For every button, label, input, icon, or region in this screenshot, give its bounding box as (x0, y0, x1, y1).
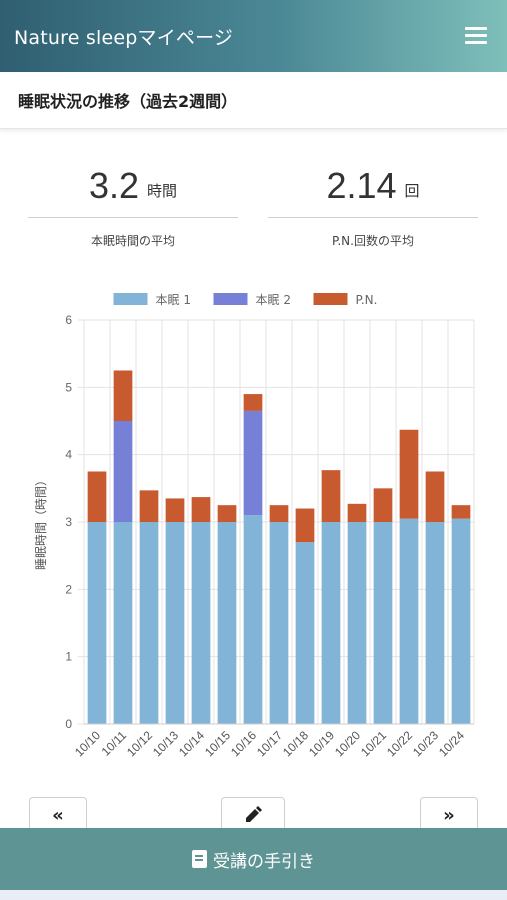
legend-label: 本眠 2 (256, 293, 291, 307)
bar-segment (217, 522, 237, 724)
bar-segment (87, 471, 107, 522)
bar-segment (165, 522, 185, 724)
hamburger-menu-icon[interactable] (465, 27, 487, 45)
bar-segment (347, 503, 367, 522)
bar-segment (87, 522, 107, 724)
legend-label: 本眠 1 (156, 293, 191, 307)
bar-segment (243, 410, 263, 516)
bar-segment (373, 488, 393, 522)
edit-icon (246, 806, 262, 822)
stat-unit: 回 (404, 182, 420, 200)
x-tick-label: 10/21 (358, 728, 389, 759)
bar-segment (191, 497, 211, 522)
stat-value: 2.14 (326, 165, 397, 206)
bar-segment (451, 518, 471, 724)
legend-swatch (113, 293, 148, 305)
y-axis-label: 睡眠時間（時間） (34, 474, 48, 570)
y-tick-label: 4 (65, 448, 72, 462)
bar-segment (295, 508, 315, 543)
bar-segment (217, 505, 237, 522)
section-header: 睡眠状況の推移（過去2週間） (0, 72, 507, 129)
bar-segment (269, 522, 289, 724)
x-tick-label: 10/23 (410, 728, 441, 759)
x-tick-label: 10/24 (436, 728, 467, 759)
y-tick-label: 3 (65, 515, 72, 529)
bar-segment (243, 394, 263, 411)
y-tick-label: 0 (65, 717, 72, 731)
x-tick-label: 10/13 (150, 728, 181, 759)
y-tick-label: 2 (65, 582, 72, 596)
stat-sleep-average: 3.2 時間 本眠時間の平均 (28, 160, 238, 249)
bottom-strip (0, 890, 507, 900)
section-title: 睡眠状況の推移（過去2週間） (18, 92, 238, 111)
bar-segment (295, 542, 315, 724)
x-tick-label: 10/14 (176, 728, 207, 759)
bar-segment (399, 518, 419, 724)
legend-label: P.N. (356, 293, 378, 307)
bar-segment (451, 505, 471, 519)
x-tick-label: 10/16 (228, 728, 259, 759)
x-tick-label: 10/11 (99, 728, 130, 759)
bar-segment (269, 505, 289, 522)
bar-segment (139, 490, 159, 522)
stat-unit: 時間 (147, 182, 178, 200)
bar-segment (113, 370, 133, 421)
x-tick-label: 10/10 (72, 728, 103, 759)
bar-segment (425, 522, 445, 724)
guide-footer-button[interactable]: 受講の手引き (0, 828, 507, 890)
legend-swatch (313, 293, 348, 305)
x-tick-label: 10/18 (280, 728, 311, 759)
bar-segment (321, 522, 341, 724)
y-tick-label: 5 (65, 380, 72, 394)
stat-label: P.N.回数の平均 (332, 234, 414, 248)
sleep-chart: 0 1 2 3 4 5 6 睡眠時間（時間） 10/1010/1110/1210/1310/14… (34, 293, 475, 759)
bar-segment (165, 498, 185, 522)
app-title: Nature sleepマイページ (14, 26, 234, 49)
bar-segment (191, 522, 211, 724)
stat-label: 本眠時間の平均 (90, 234, 175, 248)
bar-segment (139, 522, 159, 724)
footer-label: 受講の手引き (213, 851, 315, 872)
stat-pn-average: 2.14 回 P.N.回数の平均 (268, 160, 478, 249)
x-tick-label: 10/12 (124, 728, 155, 759)
bar-segment (347, 522, 367, 724)
bar-segment (113, 421, 133, 522)
bar-segment (373, 522, 393, 724)
stat-value: 3.2 (88, 165, 140, 206)
x-tick-label: 10/15 (202, 728, 233, 759)
x-tick-label: 10/22 (384, 728, 415, 759)
prev-button[interactable]: « (29, 797, 87, 833)
bar-segment (243, 515, 263, 724)
book-icon (192, 850, 207, 868)
legend-swatch (213, 293, 248, 305)
y-tick-label: 1 (65, 650, 72, 664)
x-tick-label: 10/17 (254, 728, 285, 759)
x-tick-label: 10/20 (332, 728, 363, 759)
bar-segment (321, 470, 341, 522)
y-tick-label: 6 (65, 313, 72, 327)
x-tick-label: 10/19 (306, 728, 337, 759)
bar-segment (113, 522, 133, 724)
app-header: Nature sleepマイページ (0, 0, 507, 72)
bar-segment (399, 429, 419, 519)
bar-segment (425, 471, 445, 522)
